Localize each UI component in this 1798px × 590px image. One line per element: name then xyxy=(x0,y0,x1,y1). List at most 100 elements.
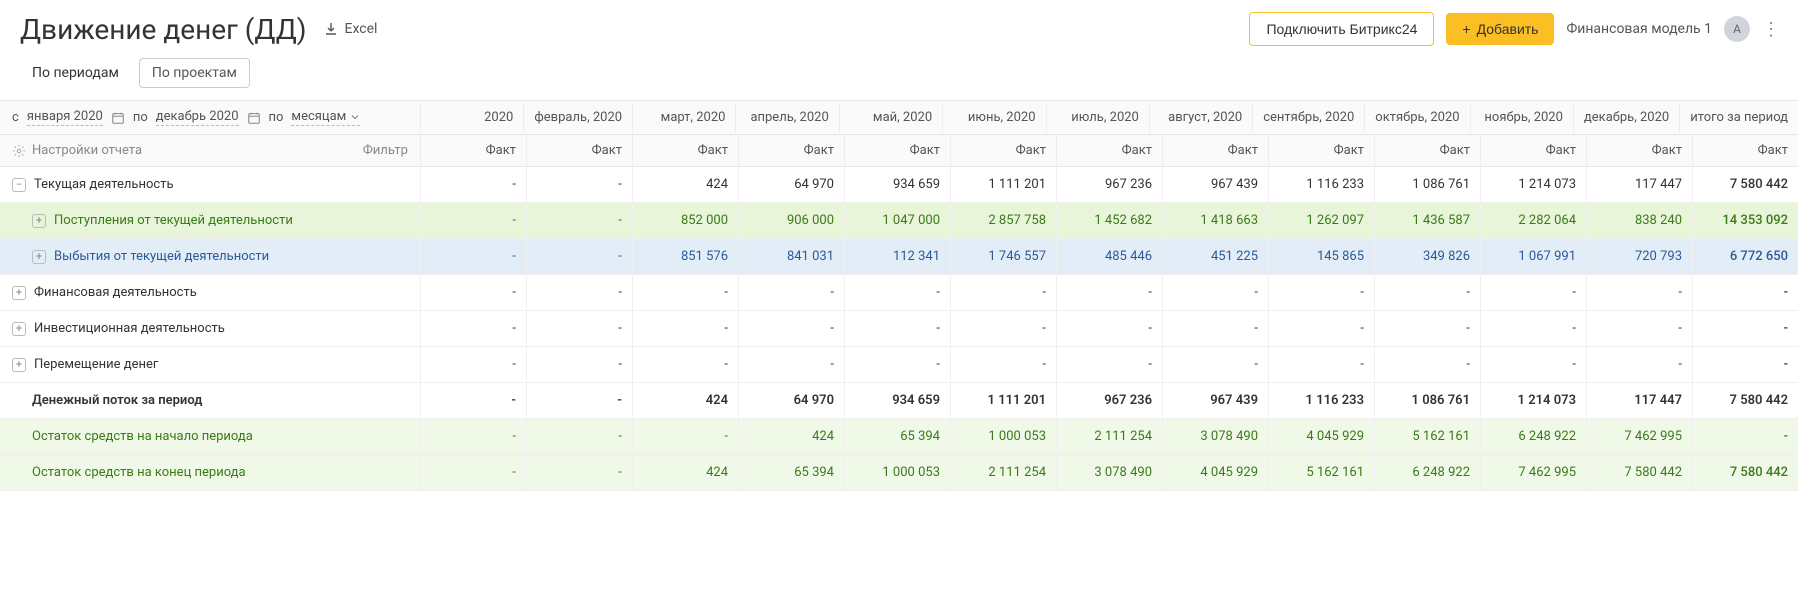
table-cell: - xyxy=(738,347,844,382)
expand-icon[interactable]: + xyxy=(12,358,26,372)
row-label: + Инвестиционная деятельность xyxy=(0,311,420,346)
table-cell: - xyxy=(738,311,844,346)
more-menu-icon[interactable]: ⋮ xyxy=(1762,19,1778,40)
row-label-text: Инвестиционная деятельность xyxy=(34,321,225,336)
table-cell: - xyxy=(632,347,738,382)
calendar-icon[interactable] xyxy=(111,111,125,125)
table-row: Остаток средств на конец периода--42465 … xyxy=(0,455,1798,491)
table-row: +Поступления от текущей деятельности--85… xyxy=(0,203,1798,239)
table-cell: 2 111 254 xyxy=(950,455,1056,490)
column-fact-label: Факт xyxy=(738,135,844,166)
table-cell: 3 078 490 xyxy=(1056,455,1162,490)
column-fact-label: Факт xyxy=(1374,135,1480,166)
column-month: декабрь, 2020 xyxy=(1573,102,1679,133)
table-cell: 1 000 053 xyxy=(950,419,1056,454)
column-month: август, 2020 xyxy=(1149,102,1252,133)
model-label: Финансовая модель 1 xyxy=(1566,21,1712,37)
table-cell: 852 000 xyxy=(632,203,738,238)
column-fact-label: Факт xyxy=(420,135,526,166)
table-cell: 65 394 xyxy=(844,419,950,454)
row-label: Остаток средств на начало периода xyxy=(0,419,420,454)
table-cell: 4 045 929 xyxy=(1268,419,1374,454)
table-cell: 1 436 587 xyxy=(1374,203,1480,238)
table-cell: 1 111 201 xyxy=(950,383,1056,418)
from-date-select[interactable]: января 2020 xyxy=(27,109,103,126)
table-cell: 967 439 xyxy=(1162,383,1268,418)
calendar-icon[interactable] xyxy=(247,111,261,125)
filter-link[interactable]: Фильтр xyxy=(363,143,408,158)
table-cell: - xyxy=(420,383,526,418)
table-cell: 7 462 995 xyxy=(1586,419,1692,454)
table-cell: 1 116 233 xyxy=(1268,383,1374,418)
download-icon xyxy=(323,21,339,37)
table-cell: 64 970 xyxy=(738,167,844,202)
table-cell: - xyxy=(1586,275,1692,310)
row-label: Денежный поток за период xyxy=(0,383,420,418)
table-cell: 967 439 xyxy=(1162,167,1268,202)
table-cell: 1 067 991 xyxy=(1480,239,1586,274)
table-cell: - xyxy=(1162,311,1268,346)
table-cell: 1 418 663 xyxy=(1162,203,1268,238)
table-cell: 967 236 xyxy=(1056,167,1162,202)
table-cell: 838 240 xyxy=(1586,203,1692,238)
expand-icon[interactable]: + xyxy=(32,214,46,228)
table-cell: - xyxy=(632,275,738,310)
table-cell: 1 262 097 xyxy=(1268,203,1374,238)
expand-icon[interactable]: + xyxy=(12,322,26,336)
to-date-select[interactable]: декабрь 2020 xyxy=(156,109,239,126)
row-label-text: Денежный поток за период xyxy=(32,393,202,408)
table-cell: - xyxy=(526,275,632,310)
table-cell: - xyxy=(526,419,632,454)
table-cell: - xyxy=(1480,347,1586,382)
table-cell: - xyxy=(950,347,1056,382)
avatar[interactable]: A xyxy=(1724,16,1750,42)
column-month: ноябрь, 2020 xyxy=(1470,102,1573,133)
from-date-value: января 2020 xyxy=(27,109,103,124)
table-cell: 117 447 xyxy=(1586,167,1692,202)
report-settings-link[interactable]: Настройки отчета xyxy=(12,143,142,158)
table-cell: 485 446 xyxy=(1056,239,1162,274)
expand-icon[interactable]: + xyxy=(32,250,46,264)
table-cell: 1 047 000 xyxy=(844,203,950,238)
table-cell: - xyxy=(1586,311,1692,346)
chevron-down-icon xyxy=(350,112,360,122)
column-month: июль, 2020 xyxy=(1046,102,1149,133)
table-cell: 1 086 761 xyxy=(1374,167,1480,202)
row-label: +Поступления от текущей деятельности xyxy=(0,203,420,238)
table-cell: 6 248 922 xyxy=(1480,419,1586,454)
column-fact-label: Факт xyxy=(1692,135,1798,166)
granularity-select[interactable]: месяцам xyxy=(291,109,360,126)
table-cell: 934 659 xyxy=(844,383,950,418)
add-button-label: Добавить xyxy=(1477,21,1539,37)
table-cell: 2 857 758 xyxy=(950,203,1056,238)
column-month: октябрь, 2020 xyxy=(1364,102,1469,133)
table-cell: 1 214 073 xyxy=(1480,167,1586,202)
add-button[interactable]: + Добавить xyxy=(1446,13,1554,45)
table-cell: 117 447 xyxy=(1586,383,1692,418)
table-cell: - xyxy=(632,419,738,454)
table-cell: - xyxy=(1692,275,1798,310)
table-cell: - xyxy=(526,311,632,346)
table-cell: - xyxy=(1162,275,1268,310)
table-cell: 1 452 682 xyxy=(1056,203,1162,238)
table-cell: - xyxy=(1692,311,1798,346)
connect-bitrix-button[interactable]: Подключить Битрикс24 xyxy=(1249,12,1434,46)
tab-periods[interactable]: По периодам xyxy=(20,59,131,87)
column-fact-label: Факт xyxy=(632,135,738,166)
table-cell: - xyxy=(526,239,632,274)
collapse-icon[interactable]: − xyxy=(12,178,26,192)
column-fact-label: Факт xyxy=(844,135,950,166)
report-settings-label: Настройки отчета xyxy=(32,143,142,158)
table-cell: - xyxy=(420,203,526,238)
granularity-value: месяцам xyxy=(291,109,346,124)
column-total: итого за период xyxy=(1679,102,1798,133)
table-cell: 7 580 442 xyxy=(1586,455,1692,490)
export-excel-link[interactable]: Excel xyxy=(323,21,378,37)
table-cell: - xyxy=(1480,275,1586,310)
expand-icon[interactable]: + xyxy=(12,286,26,300)
table-cell: - xyxy=(844,275,950,310)
tab-projects[interactable]: По проектам xyxy=(139,58,250,88)
table-cell: 7 580 442 xyxy=(1692,167,1798,202)
export-excel-label: Excel xyxy=(345,21,378,37)
row-label: +Финансовая деятельность xyxy=(0,275,420,310)
